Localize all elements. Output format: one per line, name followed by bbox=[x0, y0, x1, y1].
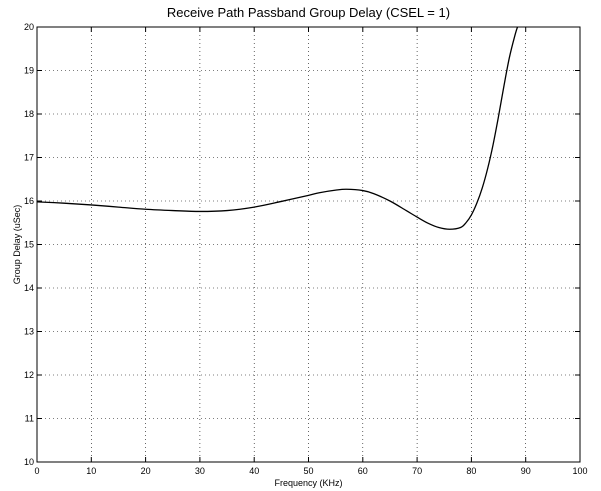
y-tick-label: 18 bbox=[24, 109, 34, 119]
y-tick-label: 20 bbox=[24, 22, 34, 32]
y-tick-label: 17 bbox=[24, 153, 34, 163]
chart-title: Receive Path Passband Group Delay (CSEL … bbox=[167, 5, 450, 20]
y-tick-label: 11 bbox=[25, 414, 34, 424]
x-tick-label: 30 bbox=[195, 466, 205, 476]
y-tick-label: 15 bbox=[24, 240, 34, 250]
x-tick-label: 70 bbox=[412, 466, 422, 476]
x-axis-label: Frequency (KHz) bbox=[274, 478, 342, 488]
x-tick-label: 20 bbox=[141, 466, 151, 476]
x-tick-label: 90 bbox=[521, 466, 531, 476]
y-tick-label: 10 bbox=[24, 457, 34, 467]
x-tick-label: 40 bbox=[249, 466, 259, 476]
y-tick-label: 19 bbox=[24, 66, 34, 76]
series-layer bbox=[37, 27, 519, 230]
x-tick-label: 50 bbox=[303, 466, 313, 476]
x-tick-label: 60 bbox=[358, 466, 368, 476]
x-tick-label: 100 bbox=[572, 466, 587, 476]
plot-frame bbox=[36, 26, 581, 463]
y-tick-label: 16 bbox=[24, 196, 34, 206]
y-tick-label: 12 bbox=[24, 370, 34, 380]
y-tick-label: 14 bbox=[24, 283, 34, 293]
x-tick-label: 80 bbox=[466, 466, 476, 476]
y-axis-label: Group Delay (uSec) bbox=[12, 205, 22, 285]
axis-ticks: 0 10 20 30 40 50 60 70 80 90 100101112131415161718… bbox=[24, 22, 588, 476]
x-tick-label: 10 bbox=[86, 466, 96, 476]
group-delay-series-line bbox=[37, 27, 519, 230]
x-tick-label: 0 bbox=[34, 466, 39, 476]
y-tick-label: 13 bbox=[24, 327, 34, 337]
grid bbox=[37, 27, 580, 462]
